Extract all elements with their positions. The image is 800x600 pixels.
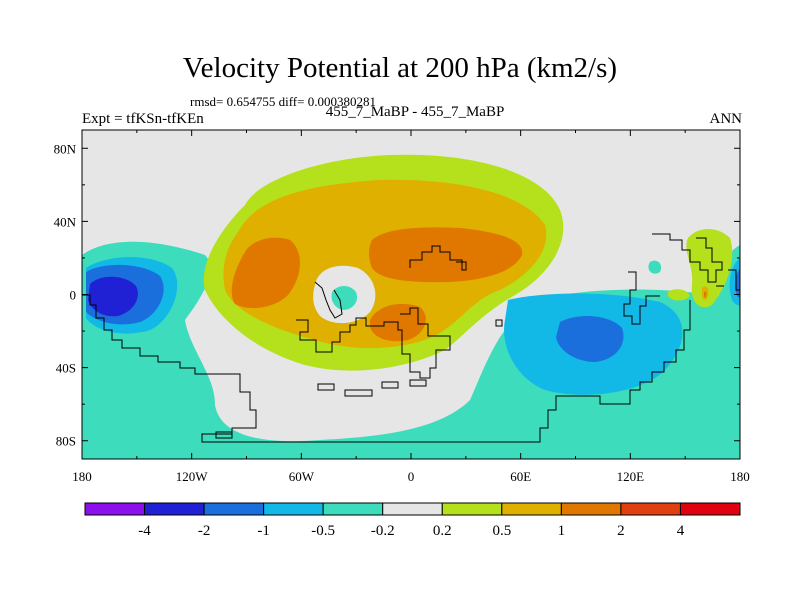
colorbar-label: -0.2 bbox=[371, 523, 395, 539]
x-tick-label: 180 bbox=[72, 469, 92, 484]
coast-asia-east bbox=[652, 233, 723, 283]
y-axis: 80N 40N 0 40S 80S bbox=[54, 141, 740, 449]
colorbar-label: 2 bbox=[617, 523, 625, 539]
colorbar-box bbox=[84, 502, 146, 516]
colorbar-label: -2 bbox=[198, 523, 211, 539]
coast-africa bbox=[296, 307, 451, 379]
contour-indian-blue bbox=[556, 316, 624, 362]
stats-line: rmsd= 0.654755 diff= 0.000380281 bbox=[190, 94, 376, 109]
colorbar-label: 0.5 bbox=[492, 523, 511, 539]
x-tick-label: 180 bbox=[730, 469, 750, 484]
colorbar-box bbox=[679, 502, 741, 516]
contour-wpacific-core bbox=[704, 291, 707, 298]
y-tick-label: 80S bbox=[56, 434, 76, 449]
contour-positive-core-america bbox=[231, 237, 300, 309]
colorbar-label: 0.2 bbox=[433, 523, 452, 539]
colorbar-box bbox=[441, 502, 503, 516]
colorbar-label: 1 bbox=[558, 523, 566, 539]
coast-central-island bbox=[314, 281, 343, 319]
contour-wpacific-cyan bbox=[648, 260, 662, 274]
x-tick-label: 0 bbox=[408, 469, 415, 484]
contour-wpacific-positive bbox=[686, 229, 733, 308]
case-label: 455_7_MaBP - 455_7_MaBP bbox=[325, 104, 505, 120]
contour-wpacific-small bbox=[668, 289, 690, 301]
coast-maritime bbox=[623, 271, 660, 325]
x-tick-label: 120E bbox=[617, 469, 645, 484]
coast-north-africa bbox=[409, 245, 467, 271]
colorbar-label: -0.5 bbox=[311, 523, 335, 539]
x-tick-label: 60E bbox=[510, 469, 531, 484]
contour-pacific-core bbox=[88, 276, 138, 317]
colorbar-box bbox=[322, 502, 384, 516]
contour-field bbox=[82, 130, 740, 459]
colorbar-box bbox=[144, 502, 205, 516]
coast-southern-islands bbox=[215, 379, 427, 439]
colorbar-box bbox=[263, 502, 324, 516]
colorbar-box bbox=[560, 502, 622, 516]
chart-title: Velocity Potential at 200 hPa (km2/s) bbox=[182, 52, 618, 84]
colorbar: -4 -2 -1 -0.5 -0.2 0.2 0.5 1 2 4 bbox=[84, 502, 741, 539]
contour-positive-core-africa bbox=[369, 227, 523, 283]
colorbar-label: 4 bbox=[677, 523, 685, 539]
y-tick-label: 0 bbox=[70, 288, 77, 303]
contour-center-negative bbox=[331, 286, 358, 310]
coastlines bbox=[82, 233, 740, 443]
x-axis: 180 120W 60W 0 60E 120E 180 bbox=[72, 130, 750, 484]
experiment-label: Expt = tfKSn-tfKEn bbox=[82, 111, 204, 127]
coast-small-features bbox=[495, 269, 740, 327]
x-tick-label: 60W bbox=[289, 469, 315, 484]
y-tick-label: 40N bbox=[54, 214, 77, 229]
colorbar-label: -4 bbox=[138, 523, 151, 539]
colorbar-box bbox=[620, 502, 681, 516]
x-tick-label: 120W bbox=[176, 469, 209, 484]
colorbar-box bbox=[203, 502, 265, 516]
y-tick-label: 80N bbox=[54, 141, 77, 156]
colorbar-box bbox=[501, 502, 562, 516]
y-tick-label: 40S bbox=[56, 361, 76, 376]
colorbar-label: -1 bbox=[257, 523, 270, 539]
season-label: ANN bbox=[709, 111, 743, 127]
colorbar-box bbox=[382, 502, 443, 516]
